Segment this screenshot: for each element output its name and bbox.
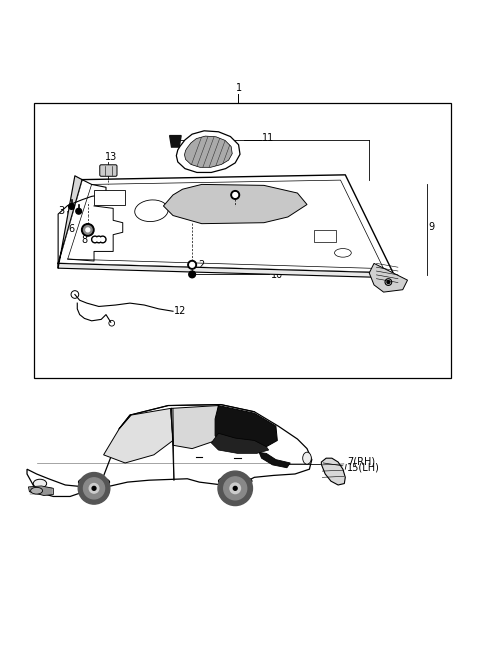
Circle shape bbox=[101, 237, 105, 241]
Ellipse shape bbox=[303, 452, 312, 464]
Text: 2: 2 bbox=[198, 260, 204, 270]
Text: 1: 1 bbox=[236, 83, 241, 94]
Text: 13: 13 bbox=[105, 152, 117, 162]
Polygon shape bbox=[184, 136, 232, 167]
Text: 8: 8 bbox=[82, 236, 88, 245]
Circle shape bbox=[86, 228, 90, 232]
Text: 7(RH): 7(RH) bbox=[347, 456, 375, 466]
Circle shape bbox=[76, 209, 82, 214]
Circle shape bbox=[188, 260, 196, 269]
Ellipse shape bbox=[33, 480, 47, 488]
Circle shape bbox=[218, 471, 252, 506]
Text: 10: 10 bbox=[271, 270, 283, 280]
Circle shape bbox=[96, 236, 102, 243]
Circle shape bbox=[84, 478, 105, 499]
Circle shape bbox=[92, 236, 98, 243]
Circle shape bbox=[224, 477, 247, 500]
Polygon shape bbox=[104, 409, 173, 463]
Circle shape bbox=[230, 483, 240, 493]
Circle shape bbox=[231, 191, 240, 199]
Circle shape bbox=[89, 483, 99, 493]
Text: 6: 6 bbox=[69, 224, 75, 234]
Circle shape bbox=[99, 236, 106, 243]
Polygon shape bbox=[163, 184, 307, 224]
Text: 5: 5 bbox=[65, 211, 71, 221]
Circle shape bbox=[387, 281, 390, 283]
FancyBboxPatch shape bbox=[100, 165, 117, 176]
Ellipse shape bbox=[335, 249, 351, 257]
Circle shape bbox=[69, 203, 74, 209]
Ellipse shape bbox=[218, 476, 252, 486]
Circle shape bbox=[84, 226, 92, 234]
Polygon shape bbox=[322, 458, 345, 485]
Ellipse shape bbox=[78, 477, 109, 487]
Polygon shape bbox=[169, 136, 181, 147]
Text: 9: 9 bbox=[428, 222, 434, 232]
Text: 4: 4 bbox=[393, 277, 399, 287]
Polygon shape bbox=[259, 453, 290, 468]
Text: 15(LH): 15(LH) bbox=[347, 462, 380, 473]
Bar bbox=[314, 230, 336, 242]
Polygon shape bbox=[58, 176, 82, 268]
Ellipse shape bbox=[31, 487, 43, 494]
Circle shape bbox=[189, 271, 195, 277]
Circle shape bbox=[233, 486, 237, 490]
Polygon shape bbox=[369, 264, 408, 292]
Circle shape bbox=[190, 262, 194, 267]
Text: 3: 3 bbox=[58, 206, 64, 216]
Circle shape bbox=[97, 237, 101, 241]
Polygon shape bbox=[28, 486, 53, 495]
Polygon shape bbox=[170, 405, 218, 449]
Circle shape bbox=[233, 193, 238, 197]
Polygon shape bbox=[58, 264, 393, 277]
Text: 14: 14 bbox=[240, 188, 252, 198]
Bar bbox=[94, 190, 125, 205]
Circle shape bbox=[78, 472, 110, 504]
Circle shape bbox=[82, 224, 94, 236]
Polygon shape bbox=[27, 405, 312, 497]
Circle shape bbox=[92, 486, 96, 490]
Ellipse shape bbox=[135, 200, 168, 222]
Polygon shape bbox=[176, 131, 240, 173]
Text: 12: 12 bbox=[174, 306, 186, 316]
Polygon shape bbox=[211, 434, 269, 453]
Text: 11: 11 bbox=[262, 133, 274, 144]
Polygon shape bbox=[58, 175, 393, 273]
Circle shape bbox=[93, 237, 97, 241]
Polygon shape bbox=[215, 405, 277, 449]
Bar bbox=[34, 103, 451, 379]
